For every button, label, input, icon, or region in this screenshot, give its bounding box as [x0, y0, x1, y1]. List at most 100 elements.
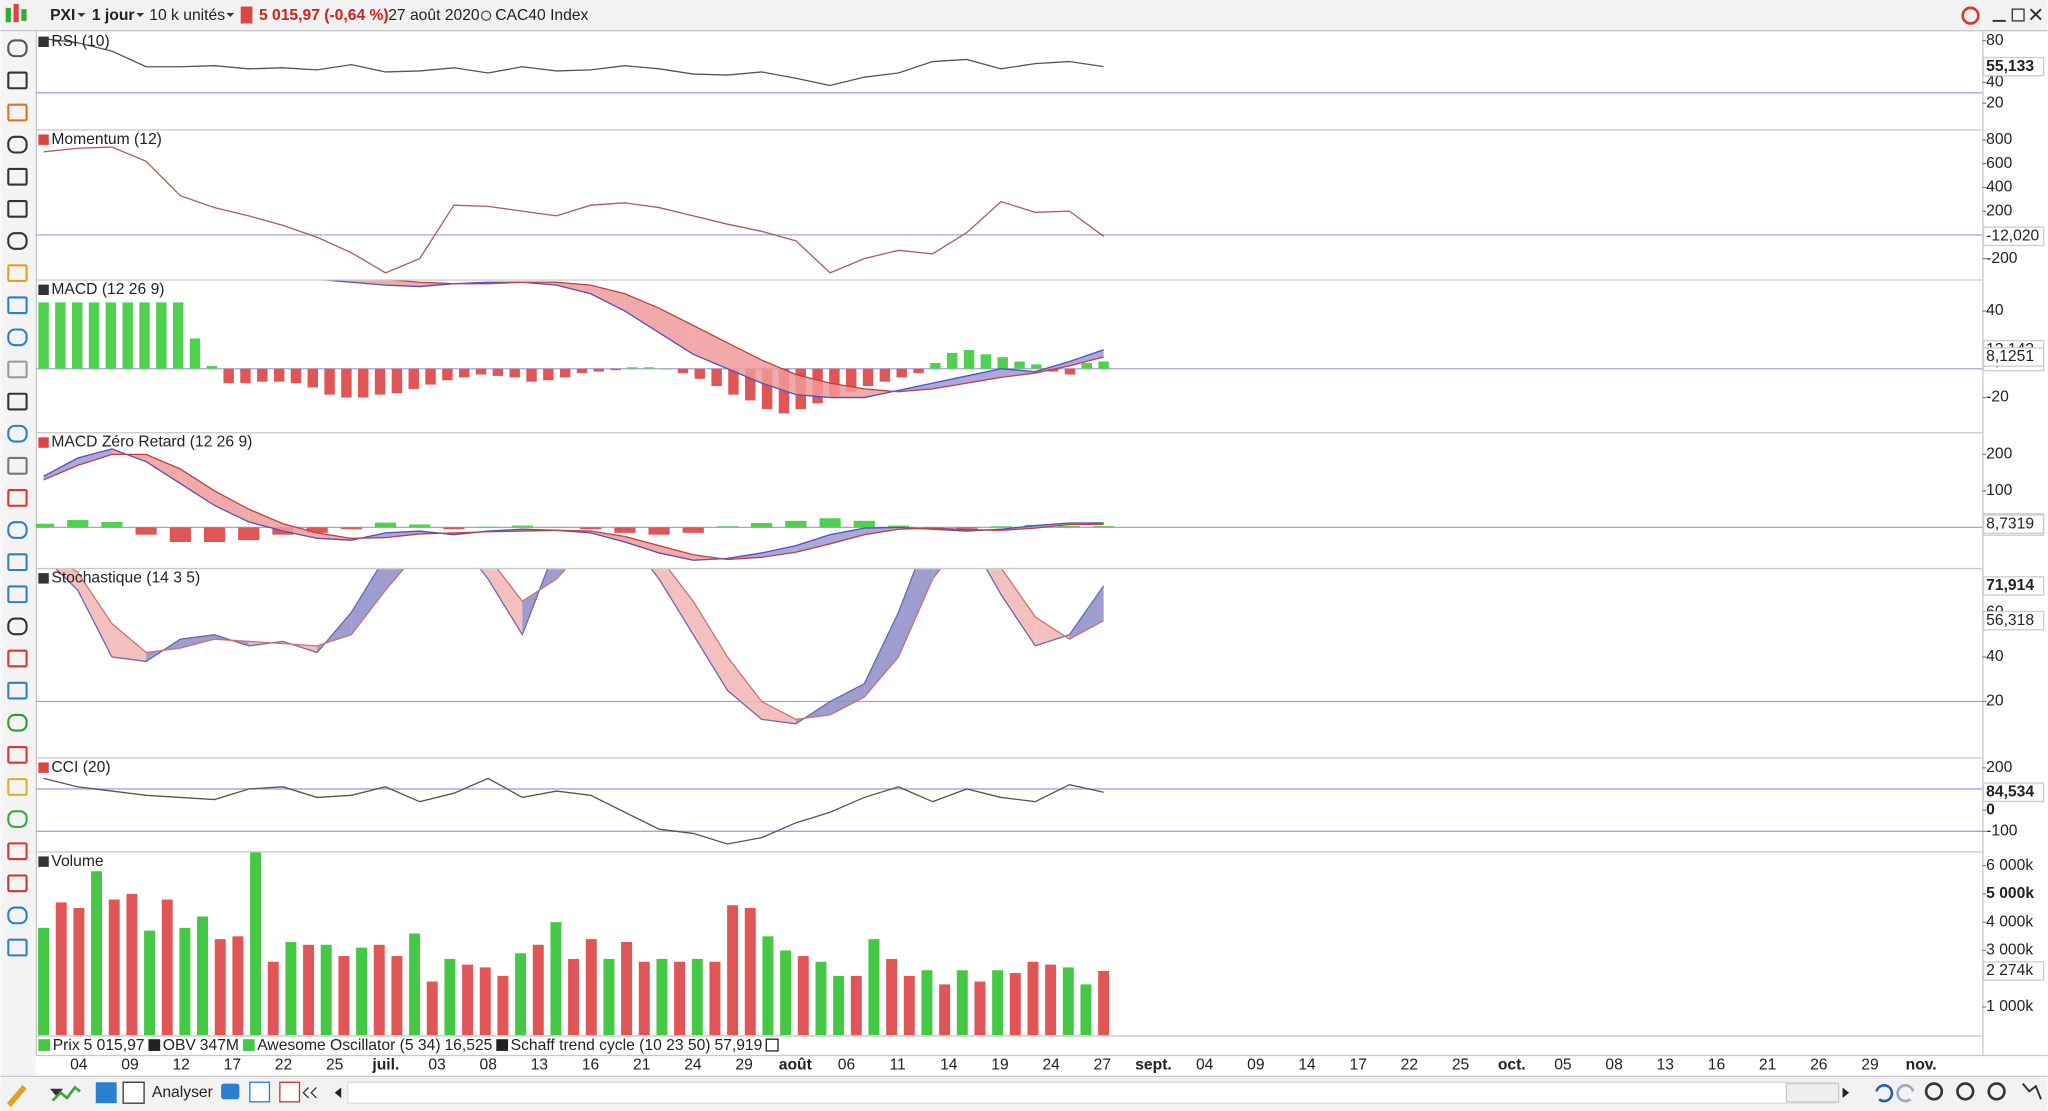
x-tick-label: sept.: [1135, 1056, 1172, 1073]
tool-button[interactable]: [7, 906, 28, 925]
tool-button[interactable]: [7, 71, 28, 90]
tool-button[interactable]: [7, 360, 28, 379]
units-select[interactable]: 10 k unités: [149, 7, 225, 24]
tool-button[interactable]: [7, 424, 28, 443]
tool-button[interactable]: [7, 681, 28, 700]
panel-title: Stochastique (14 3 5): [51, 569, 200, 586]
bar: [73, 908, 85, 1036]
layout-button[interactable]: [122, 1081, 145, 1104]
x-tick-label: 24: [1042, 1056, 1060, 1073]
band-fill: [248, 509, 283, 532]
panel-title: CCI (20): [51, 759, 110, 776]
tool-button[interactable]: [7, 103, 28, 122]
bar: [674, 961, 686, 1036]
date-axis: 04 09 12 17 22 25 juil. 03 08 13 16 21 24 29 août 06 11 1…: [70, 1056, 1937, 1073]
bar: [238, 527, 260, 541]
tool-button[interactable]: [7, 296, 28, 315]
bar: [956, 527, 978, 529]
y-tick-label: -20: [1986, 389, 2009, 406]
value-label-bg: [1982, 56, 2045, 77]
bar: [1098, 970, 1110, 1036]
bar: [290, 368, 302, 384]
last-value-label: 8,1251: [1986, 348, 2034, 365]
index-radio[interactable]: [480, 10, 492, 21]
x-tick-label: 21: [633, 1056, 650, 1073]
scrollbar[interactable]: [347, 1081, 1837, 1104]
tool-button[interactable]: [7, 553, 28, 572]
bar: [727, 905, 739, 1036]
zoom-fit-button[interactable]: [1924, 1082, 1944, 1101]
bar: [267, 961, 279, 1036]
tool-button[interactable]: [7, 810, 28, 828]
line: [43, 453, 1104, 561]
y-tick-label: 200: [1986, 202, 2012, 219]
bar: [232, 936, 244, 1036]
period-select[interactable]: 1 jour: [92, 7, 135, 24]
tool-button[interactable]: [7, 39, 28, 58]
chart-type-button[interactable]: [51, 1085, 81, 1102]
tool-button[interactable]: [7, 874, 28, 893]
bar: [515, 953, 527, 1036]
calendar-button[interactable]: [279, 1081, 301, 1103]
plot-area: [35, 37, 1983, 94]
bar: [38, 302, 49, 369]
bar: [886, 958, 898, 1036]
x-tick-label: 04: [1196, 1056, 1214, 1073]
scroll-left[interactable]: [334, 1087, 342, 1098]
y-tick-label: 6 000k: [1986, 857, 2033, 874]
tool-button[interactable]: [7, 200, 28, 218]
refresh-button[interactable]: [1961, 6, 1980, 25]
tool-button[interactable]: [7, 938, 28, 957]
tool-button[interactable]: [7, 392, 28, 411]
draw-button[interactable]: [6, 1084, 27, 1108]
bar: [644, 367, 655, 369]
symbol-select[interactable]: PXI: [50, 7, 75, 24]
line: [324, 280, 1104, 399]
chart-settings-button[interactable]: [2021, 1082, 2042, 1100]
tool-button[interactable]: [7, 328, 28, 347]
zoom-in-button[interactable]: [1987, 1082, 2006, 1101]
x-tick-label: août: [779, 1056, 813, 1073]
tool-button[interactable]: [7, 778, 28, 796]
panel-title: MACD Zéro Retard (12 26 9): [51, 434, 252, 451]
legend-name: Schaff trend cycle (10 23 50): [511, 1037, 711, 1054]
tool-button[interactable]: [7, 617, 28, 636]
tool-button[interactable]: [7, 585, 28, 604]
redo-button[interactable]: [1896, 1084, 1915, 1103]
analyze-button[interactable]: Analyser: [152, 1084, 213, 1101]
tool-button[interactable]: [7, 842, 28, 861]
maximize-button[interactable]: [2011, 8, 2025, 22]
tool-button[interactable]: [7, 456, 28, 475]
tool-button[interactable]: [7, 167, 28, 186]
tool-button[interactable]: [7, 713, 28, 732]
tool-button[interactable]: [7, 264, 28, 282]
scroll-right[interactable]: [1842, 1087, 1850, 1098]
alerts-button[interactable]: [249, 1081, 271, 1103]
tool-button[interactable]: [7, 232, 28, 250]
close-button[interactable]: [2029, 8, 2042, 21]
tool-button[interactable]: [7, 521, 28, 539]
bar: [879, 368, 891, 382]
x-tick-label: 16: [582, 1056, 600, 1073]
line: [43, 777, 1104, 845]
bar: [340, 527, 362, 530]
collapse-button[interactable]: [302, 1087, 317, 1099]
tool-button[interactable]: [7, 489, 28, 507]
bar: [38, 927, 50, 1036]
x-tick-label: 14: [940, 1056, 958, 1073]
tool-button[interactable]: [7, 649, 28, 668]
bar: [956, 970, 968, 1036]
legend-settings-button[interactable]: [765, 1038, 779, 1052]
chat-button[interactable]: [221, 1083, 240, 1100]
tool-button[interactable]: [7, 745, 28, 764]
band-fill: [693, 601, 728, 691]
bar: [997, 357, 1008, 369]
bar: [903, 975, 915, 1036]
zoom-out-button[interactable]: [1956, 1082, 1975, 1101]
tool-button[interactable]: [7, 135, 28, 154]
scrollbar-thumb[interactable]: [1785, 1082, 1840, 1103]
undo-button[interactable]: [1875, 1084, 1894, 1103]
legend-name: Awesome Oscillator (5 34): [257, 1037, 440, 1054]
y-tick-label: 40: [1986, 648, 2004, 665]
share-button[interactable]: [95, 1082, 117, 1104]
